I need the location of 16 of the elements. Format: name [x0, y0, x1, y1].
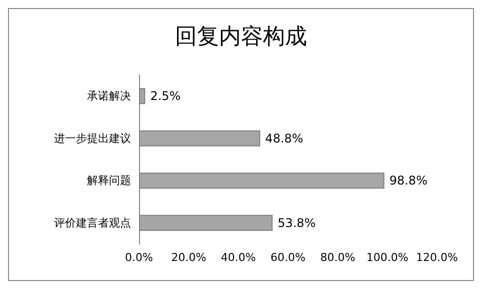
data-label: 2.5% [150, 89, 181, 104]
x-tick-label: 60.0% [270, 251, 306, 264]
y-tick-label: 承诺解决 [87, 90, 131, 103]
y-tick-label: 进一步提出建议 [54, 132, 131, 145]
data-label: 53.8% [278, 216, 316, 230]
x-tick-label: 80.0% [320, 251, 356, 264]
chart-title: 回复内容构成 [175, 24, 307, 50]
data-label: 98.8% [389, 174, 428, 188]
x-tick-label: 40.0% [220, 251, 256, 264]
y-tick-label: 解释问题 [87, 174, 131, 188]
x-tick-label: 20.0% [171, 251, 206, 264]
x-tick-label: 120.0% [416, 251, 458, 264]
data-label: 48.8% [265, 131, 304, 146]
y-tick-label: 评价建言者观点 [54, 216, 131, 230]
x-tick-label: 0.0% [125, 251, 153, 264]
x-tick-label: 100.0% [366, 251, 408, 264]
